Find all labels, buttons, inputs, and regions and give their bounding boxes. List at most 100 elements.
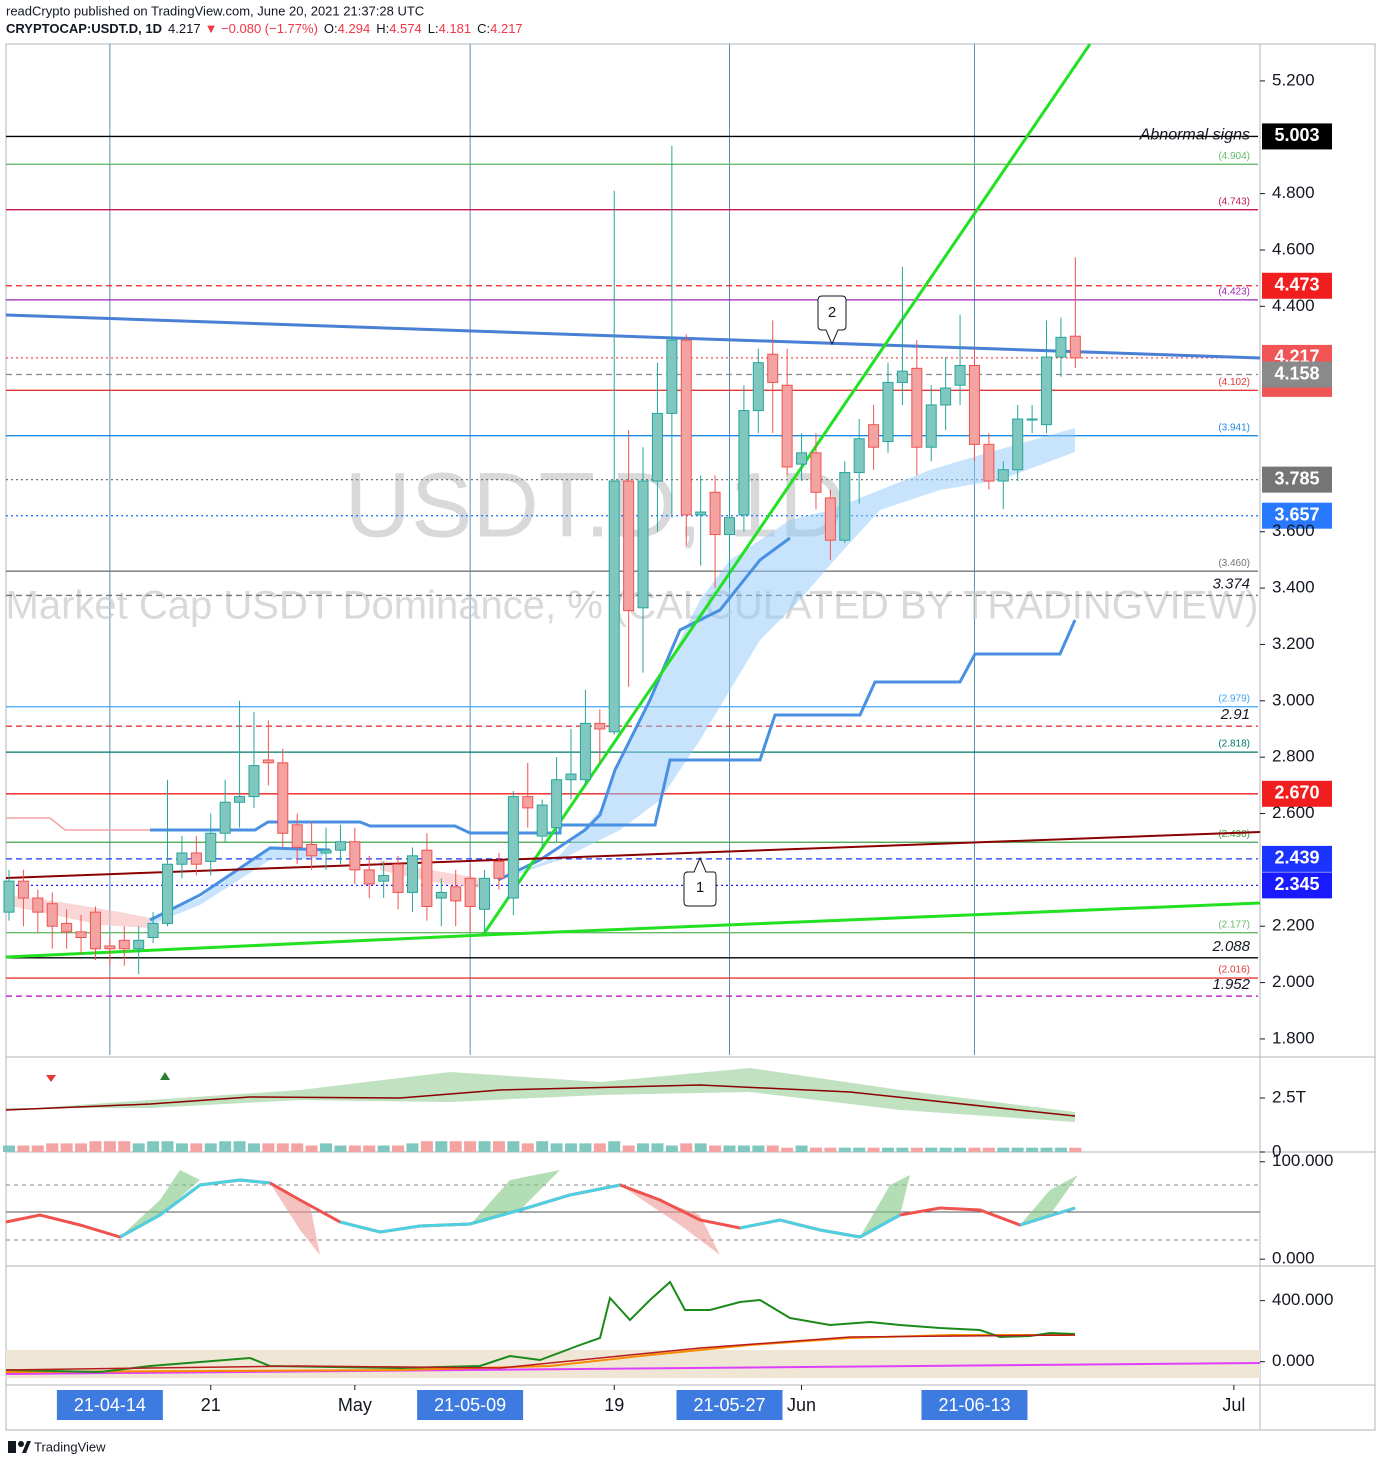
volume-bar — [464, 1141, 477, 1152]
candle-body — [421, 849, 433, 908]
price-tag — [1262, 272, 1332, 299]
candle-body — [291, 824, 303, 848]
candle-body — [334, 841, 346, 851]
level-label: (3.460) — [1218, 558, 1250, 569]
volume-bar — [795, 1145, 808, 1152]
ohlc-key: C: — [477, 21, 490, 36]
volume-bar — [564, 1143, 577, 1152]
volume-bar — [17, 1145, 30, 1152]
candle-body — [579, 722, 591, 781]
last-price: 4.217 — [168, 21, 201, 36]
volume-bar — [132, 1143, 145, 1152]
candle-body — [781, 384, 793, 468]
osc-line — [5, 1362, 1261, 1375]
price-tag — [1262, 466, 1332, 493]
level-label: (4.743) — [1218, 196, 1250, 207]
candle-body — [954, 365, 966, 386]
y-tick-label: 100.000 — [1272, 1151, 1333, 1170]
osc-line — [5, 1334, 1075, 1373]
price-tag-label: 3.657 — [1274, 504, 1319, 524]
price-tag — [1262, 123, 1332, 150]
logo: TradingView — [8, 1439, 106, 1454]
level-label: 2.91 — [1220, 706, 1250, 723]
candle-body — [724, 517, 735, 536]
candle-body — [479, 877, 491, 910]
volume-bar — [247, 1143, 260, 1152]
candle-body — [536, 804, 548, 837]
trend-line — [482, 901, 1261, 937]
y-tick-label: 0 — [1272, 1141, 1281, 1160]
callout — [817, 295, 847, 346]
conversion-line — [497, 536, 791, 882]
candle-body — [709, 491, 721, 536]
volume-bar — [175, 1143, 188, 1152]
volume-bar — [219, 1141, 232, 1152]
candle-body — [666, 339, 678, 414]
conversion-line — [149, 846, 331, 922]
x-tick-label: 21-05-27 — [693, 1395, 765, 1415]
candle-body — [738, 410, 750, 516]
volume-bar — [637, 1143, 650, 1152]
candle-body — [406, 855, 418, 893]
level-label: 2.088 — [1211, 938, 1250, 955]
volume-bar — [1069, 1147, 1082, 1152]
candle-body — [565, 773, 577, 781]
volume-bar — [31, 1145, 44, 1152]
lobe — [470, 1170, 560, 1225]
candle-body — [1012, 418, 1024, 471]
price-tag — [1262, 361, 1332, 388]
volume-bar — [276, 1143, 289, 1152]
volume-bar — [1011, 1147, 1024, 1152]
y-tick-label: 2.600 — [1272, 803, 1315, 822]
volume-bar — [3, 1145, 15, 1152]
change: ▼ −0.080 (−1.77%) — [205, 21, 318, 36]
price-tag-label: 2.345 — [1274, 874, 1319, 894]
candle-body — [623, 480, 635, 612]
volume-bar — [320, 1143, 333, 1152]
level-label: (2.177) — [1218, 919, 1250, 930]
candle-body — [1069, 335, 1081, 359]
axes: 5.200 4.800 4.600 4.400 3.600 3.400 3.200 3.000… — [56, 70, 1333, 1420]
candle-body — [89, 911, 101, 950]
volume-bar — [204, 1143, 217, 1152]
candle-body — [997, 469, 1009, 482]
candle-body — [925, 404, 937, 448]
osc-line — [5, 1280, 1076, 1374]
candle-body — [882, 381, 894, 443]
candle-body — [3, 880, 15, 913]
candle-body — [363, 869, 375, 885]
signal — [160, 1072, 170, 1080]
candle-body — [911, 367, 923, 448]
candle-body — [450, 886, 462, 902]
candle-body — [435, 891, 447, 899]
volume-bar — [752, 1145, 765, 1152]
volume-bar — [910, 1147, 923, 1152]
volume-bar — [694, 1143, 707, 1152]
callout-label: 2 — [828, 304, 836, 321]
brand: TradingView — [34, 1439, 106, 1454]
price-tag-label: 3.785 — [1274, 468, 1319, 488]
candle-body — [133, 939, 145, 950]
volume-bar — [1026, 1147, 1039, 1152]
level-label: (2.016) — [1218, 965, 1250, 976]
volume-bar — [377, 1145, 390, 1152]
level-label: (2.498) — [1218, 829, 1250, 840]
volume-bar — [190, 1143, 203, 1152]
logo-mark — [8, 1441, 16, 1453]
volume-bars — [3, 1141, 1082, 1152]
candle-body — [147, 922, 159, 939]
candle-body — [651, 412, 663, 482]
candle-body — [277, 762, 289, 834]
volume-bar — [478, 1141, 491, 1152]
base-line — [150, 619, 1077, 835]
volume-bar — [118, 1141, 131, 1152]
y-tick-label: 3.200 — [1272, 634, 1315, 653]
candle-body — [61, 922, 73, 933]
lobe — [1020, 1175, 1078, 1225]
volume-bar — [420, 1141, 433, 1152]
callout-label: 1 — [696, 879, 704, 896]
price-tag — [1262, 502, 1332, 529]
y-tick-label: 0.000 — [1272, 1249, 1315, 1268]
volume-ma — [5, 1084, 1076, 1117]
